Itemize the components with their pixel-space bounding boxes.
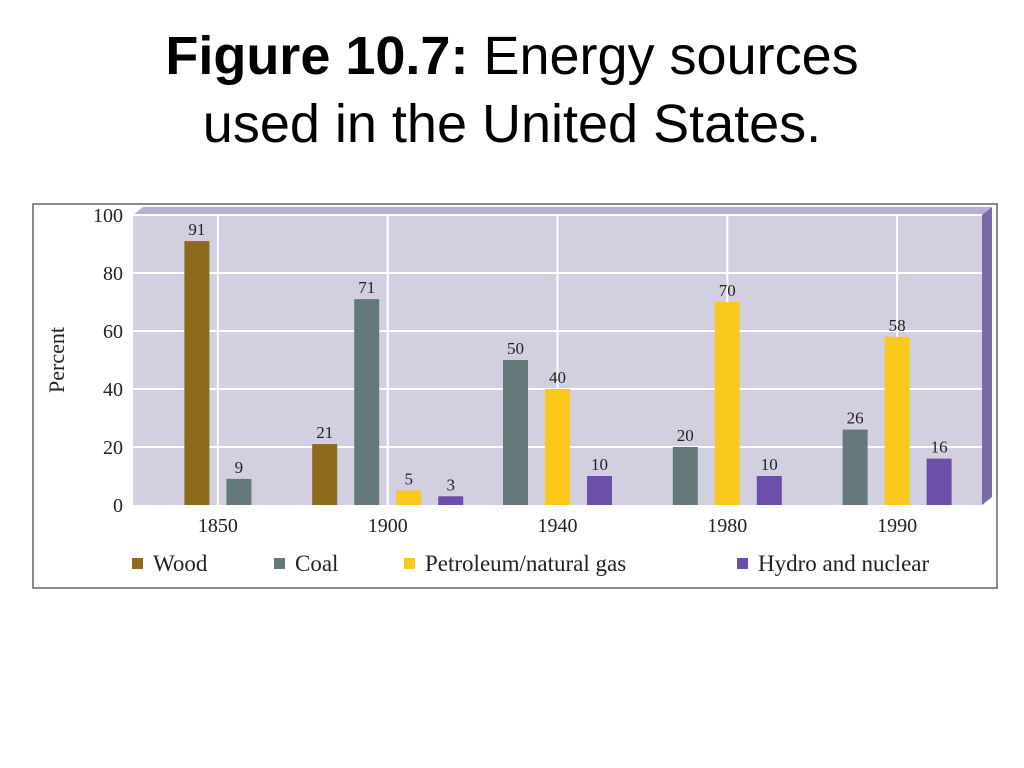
legend-swatch xyxy=(132,558,143,569)
x-tick-label: 1990 xyxy=(877,515,917,537)
plot-top-face xyxy=(133,207,992,215)
title-text-1: Energy sources xyxy=(483,26,859,86)
bar xyxy=(396,490,422,505)
y-tick-label: 40 xyxy=(103,379,123,401)
y-tick-label: 20 xyxy=(103,437,123,459)
y-tick-label: 60 xyxy=(103,321,123,343)
y-tick-label: 0 xyxy=(113,495,123,517)
x-tick-label: 1940 xyxy=(538,515,578,537)
bar xyxy=(312,444,338,505)
legend-label: Hydro and nuclear xyxy=(758,551,929,576)
figure-number: Figure 10.7: xyxy=(165,26,469,86)
plot-side-face xyxy=(982,207,992,505)
data-label: 9 xyxy=(235,458,244,477)
y-axis-label: Percent xyxy=(44,327,69,393)
data-label: 58 xyxy=(889,316,906,335)
data-label: 16 xyxy=(931,438,948,457)
data-label: 71 xyxy=(358,278,375,297)
bar xyxy=(438,496,464,505)
bar xyxy=(714,302,740,505)
y-tick-label: 80 xyxy=(103,263,123,285)
data-label: 26 xyxy=(847,409,864,428)
data-label: 5 xyxy=(404,470,413,489)
data-label: 50 xyxy=(507,339,524,358)
data-label: 21 xyxy=(316,423,333,442)
legend-label: Wood xyxy=(153,551,208,576)
data-label: 70 xyxy=(719,281,736,300)
y-tick-label: 100 xyxy=(93,205,123,227)
bar xyxy=(503,360,528,505)
legend-swatch xyxy=(274,558,285,569)
legend-swatch xyxy=(404,558,415,569)
bar xyxy=(884,336,910,505)
data-label: 20 xyxy=(677,426,694,445)
data-label: 3 xyxy=(446,475,455,494)
page-title: Figure 10.7: Energy sources used in the … xyxy=(0,22,1024,158)
bar xyxy=(354,299,380,505)
bar-chart: 0 20 40 60 80 100 Percent 91 9 1850 21 71 5 3 1900 50 40… xyxy=(44,205,992,576)
data-label: 10 xyxy=(761,455,778,474)
legend-label: Petroleum/natural gas xyxy=(425,551,626,576)
bar xyxy=(226,478,252,505)
x-tick-label: 1900 xyxy=(368,515,408,537)
title-line-2: used in the United States. xyxy=(202,94,822,154)
bar xyxy=(842,429,868,505)
bar xyxy=(545,389,570,505)
bar xyxy=(926,458,952,505)
x-tick-label: 1980 xyxy=(707,515,747,537)
bar xyxy=(756,476,782,505)
chart-frame: 0 20 40 60 80 100 Percent 91 9 1850 21 71 5 3 1900 50 40… xyxy=(32,203,998,589)
bar xyxy=(184,241,210,505)
data-label: 40 xyxy=(549,368,566,387)
data-label: 10 xyxy=(591,455,608,474)
bar xyxy=(587,476,612,505)
bar xyxy=(672,447,698,505)
legend-label: Coal xyxy=(295,551,338,576)
legend-swatch xyxy=(737,558,748,569)
data-label: 91 xyxy=(188,220,205,239)
title-line-1: Figure 10.7: Energy sources xyxy=(0,22,1024,90)
x-tick-label: 1850 xyxy=(198,515,238,537)
